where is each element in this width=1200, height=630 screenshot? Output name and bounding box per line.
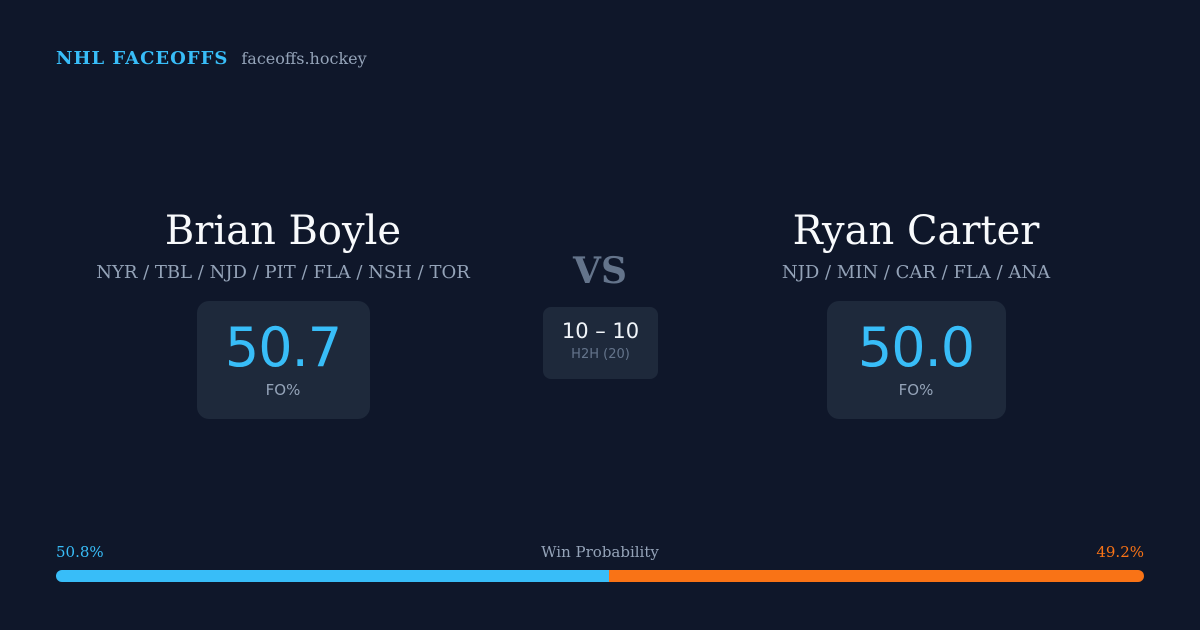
vs-label: VS <box>573 250 627 292</box>
player-left-fo-value: 50.7 <box>224 316 342 379</box>
player-right-stat-card: 50.0 FO% <box>826 301 1006 419</box>
player-right-teams: NJD / MIN / CAR / FLA / ANA <box>781 262 1051 283</box>
player-right-name: Ryan Carter <box>792 208 1040 254</box>
player-left-stat-card: 50.7 FO% <box>196 301 370 419</box>
win-probability-right-label: 49.2% <box>1096 543 1144 561</box>
brand-header: NHL FACEOFFS faceoffs.hockey <box>56 48 367 69</box>
win-probability-bar-left <box>56 570 609 582</box>
player-left-teams: NYR / TBL / NJD / PIT / FLA / NSH / TOR <box>96 262 470 283</box>
win-probability-title: Win Probability <box>541 543 659 561</box>
head-to-head-record: 10 – 10 <box>561 319 640 343</box>
player-left-panel: Brian Boyle NYR / TBL / NJD / PIT / FLA … <box>3 203 563 419</box>
win-probability-left-label: 50.8% <box>56 543 104 561</box>
player-left-fo-label: FO% <box>265 381 301 399</box>
head-to-head-card: 10 – 10 H2H (20) <box>543 307 658 379</box>
brand-name: NHL FACEOFFS <box>56 48 229 69</box>
brand-domain: faceoffs.hockey <box>241 49 367 68</box>
win-probability-bar <box>56 570 1144 582</box>
win-probability-labels: 50.8% Win Probability 49.2% <box>56 543 1144 563</box>
head-to-head-label: H2H (20) <box>571 347 630 362</box>
player-left-name: Brian Boyle <box>164 208 402 254</box>
player-right-fo-value: 50.0 <box>857 316 975 379</box>
player-right-panel: Ryan Carter NJD / MIN / CAR / FLA / ANA … <box>636 203 1196 419</box>
player-right-fo-label: FO% <box>898 381 934 399</box>
win-probability-bar-right <box>608 570 1144 582</box>
